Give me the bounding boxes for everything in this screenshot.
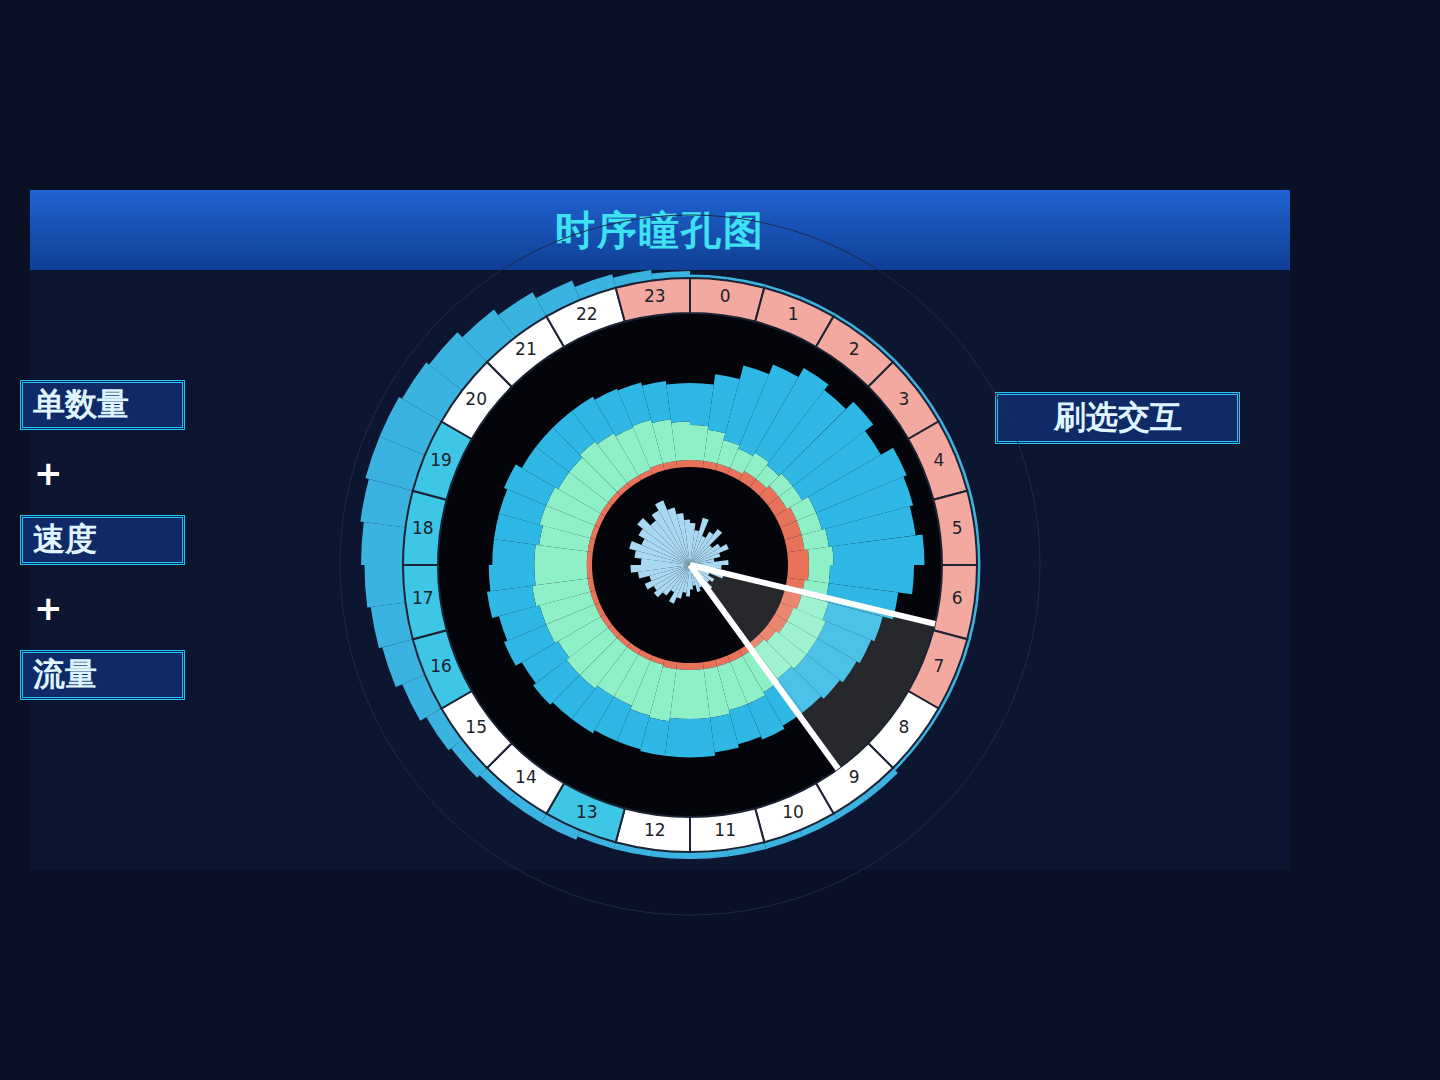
svg-text:15: 15 [465,717,487,737]
html-text:时序瞳孔图: 时序瞳孔图 [555,206,765,253]
svg-text:4: 4 [934,450,945,470]
html-text:单数量: 单数量 [33,385,129,423]
svg-text:9: 9 [849,767,860,787]
svg-text:23: 23 [644,286,666,306]
svg-text:7: 7 [934,656,945,676]
html-text:流量: 流量 [33,655,97,693]
svg-text:13: 13 [576,802,598,822]
svg-text:19: 19 [430,450,452,470]
svg-text:1: 1 [788,304,799,324]
svg-text:17: 17 [412,588,434,608]
svg-text:8: 8 [898,717,909,737]
svg-text:5: 5 [952,518,963,538]
svg-text:11: 11 [714,820,736,840]
svg-text:14: 14 [515,767,537,787]
svg-text:3: 3 [898,389,909,409]
svg-text:18: 18 [412,518,434,538]
svg-text:20: 20 [465,389,487,409]
svg-text:22: 22 [576,304,598,324]
svg-text:10: 10 [782,802,804,822]
svg-text:12: 12 [644,820,666,840]
svg-text:2: 2 [849,339,860,359]
html-text:速度: 速度 [33,520,97,558]
svg-text:6: 6 [952,588,963,608]
svg-text:21: 21 [515,339,537,359]
svg-text:16: 16 [430,656,452,676]
html-text:刷选交互: 刷选交互 [1053,398,1182,436]
svg-text:0: 0 [720,286,731,306]
